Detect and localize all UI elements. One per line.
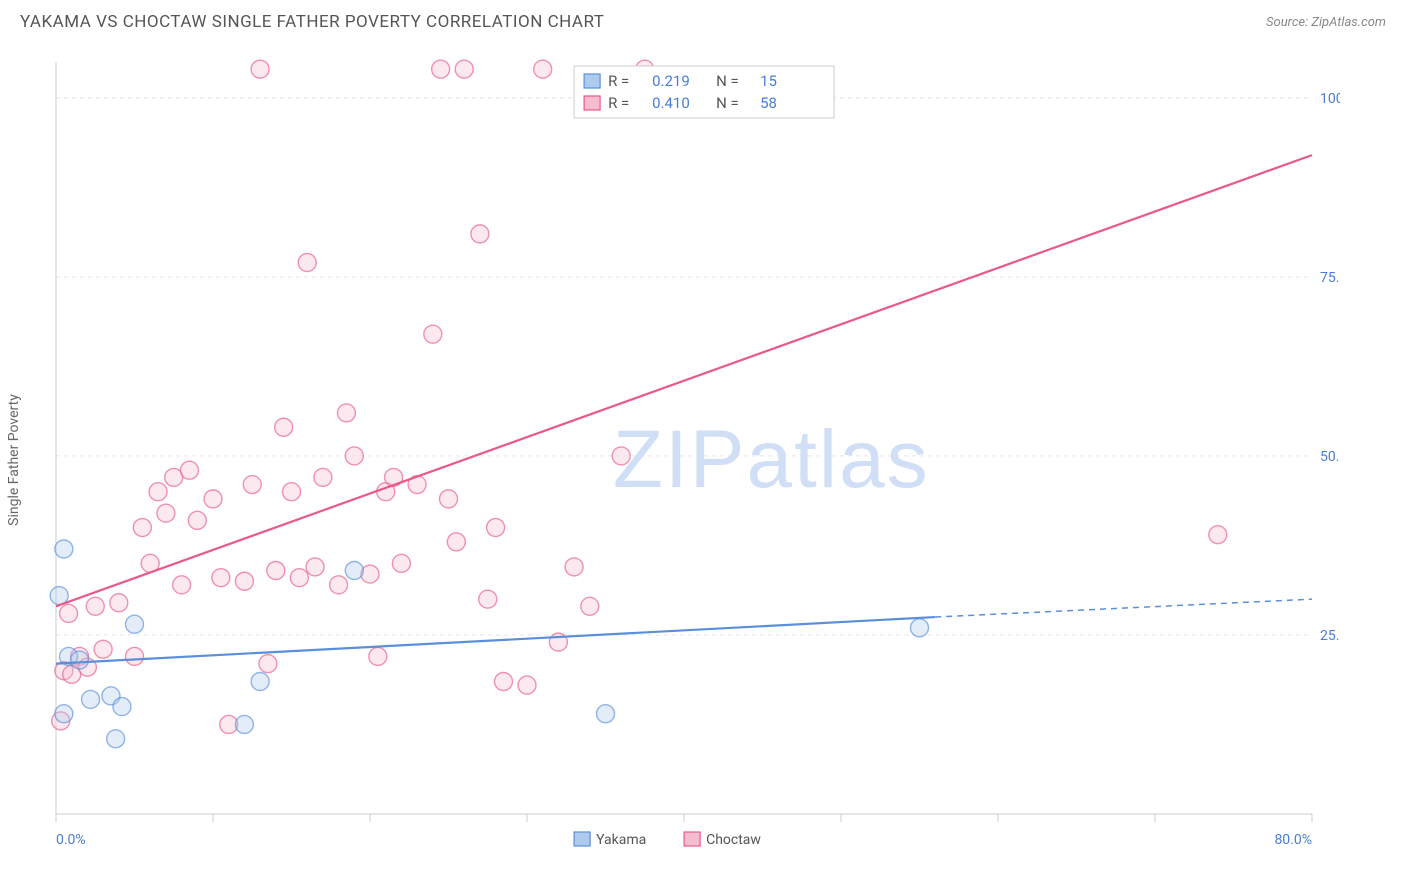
svg-text:80.0%: 80.0% — [1274, 832, 1312, 848]
svg-text:0.219: 0.219 — [652, 72, 690, 90]
svg-text:75.0%: 75.0% — [1320, 270, 1340, 286]
svg-text:N =: N = — [716, 72, 739, 90]
svg-text:Yakama: Yakama — [596, 832, 646, 848]
svg-text:58: 58 — [760, 94, 777, 112]
scatter-chart: 25.0% 50.0% 75.0% 100.0% 0.0% 80.0% R = 0.219 N … — [20, 48, 1340, 848]
svg-text:25.0%: 25.0% — [1320, 628, 1340, 644]
svg-text:100.0%: 100.0% — [1320, 91, 1340, 107]
chart-header: YAKAMA VS CHOCTAW SINGLE FATHER POVERTY … — [0, 0, 1406, 40]
svg-text:50.0%: 50.0% — [1320, 449, 1340, 465]
svg-text:0.0%: 0.0% — [56, 832, 86, 848]
svg-text:Choctaw: Choctaw — [706, 832, 761, 848]
svg-text:R =: R = — [608, 72, 629, 90]
chart-area: Single Father Poverty ZIPatlas 25.0%50.0… — [20, 48, 1386, 872]
svg-text:R =: R = — [608, 94, 629, 112]
chart-title: YAKAMA VS CHOCTAW SINGLE FATHER POVERTY … — [20, 12, 604, 32]
y-axis-label: Single Father Poverty — [6, 394, 22, 526]
svg-text:N =: N = — [716, 94, 739, 112]
svg-text:15: 15 — [760, 72, 777, 90]
chart-source: Source: ZipAtlas.com — [1266, 15, 1386, 30]
svg-text:0.410: 0.410 — [652, 94, 690, 112]
